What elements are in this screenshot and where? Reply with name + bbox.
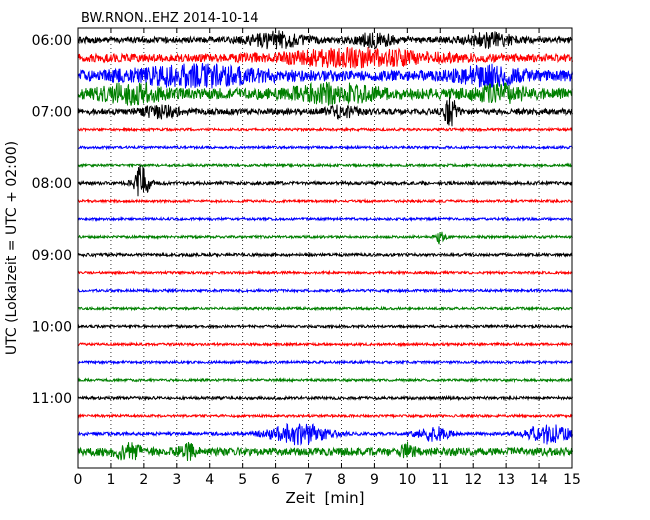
trace-7	[77, 162, 573, 169]
plot-frame	[77, 27, 573, 469]
x-tick-label-12: 12	[464, 472, 482, 488]
trace-2	[77, 62, 573, 89]
trace-10	[77, 215, 573, 222]
x-tick-label-8: 8	[337, 472, 346, 488]
x-tick-label-15: 15	[563, 472, 581, 488]
trace-20	[77, 394, 573, 402]
x-tick-label-1: 1	[106, 472, 115, 488]
y-tick-label-3: 09:00	[32, 248, 72, 264]
trace-3	[77, 81, 573, 106]
y-tick-label-0: 06:00	[32, 33, 72, 49]
x-tick-label-13: 13	[497, 472, 515, 488]
trace-19	[77, 376, 573, 384]
trace-4	[77, 97, 573, 127]
x-tick-label-10: 10	[398, 472, 416, 488]
x-tick-labels: 0 1 2 3 4 5 6 7 8 9 10 11 12 13 14 15	[74, 472, 581, 488]
trace-22	[77, 422, 573, 446]
x-tick-label-14: 14	[530, 472, 548, 488]
x-tick-label-9: 9	[370, 472, 379, 488]
trace-21	[77, 412, 573, 420]
trace-0	[77, 30, 573, 50]
trace-16	[77, 323, 573, 330]
y-tick-label-4: 10:00	[32, 319, 72, 335]
x-axis-label: Zeit [min]	[285, 489, 364, 507]
y-axis-label: UTC (Lokalzeit = UTC + 02:00)	[4, 141, 20, 355]
y-tick-labels: 06:00 07:00 08:00 09:00 10:00 11:00	[32, 33, 72, 407]
y-tick-label-2: 08:00	[32, 176, 72, 192]
axis-ticks	[77, 28, 573, 468]
vertical-grid	[110, 28, 540, 468]
trace-1	[77, 46, 573, 69]
trace-14	[77, 287, 573, 294]
trace-5	[77, 126, 573, 133]
trace-6	[78, 144, 573, 151]
x-tick-label-6: 6	[271, 472, 280, 488]
y-tick-label-1: 07:00	[32, 105, 72, 121]
trace-17	[77, 341, 573, 348]
x-tick-label-3: 3	[172, 472, 181, 488]
trace-12	[77, 251, 573, 259]
x-tick-label-2: 2	[139, 472, 148, 488]
chart-title: BW.RNON..EHZ 2014-10-14	[81, 11, 259, 26]
y-tick-label-5: 11:00	[32, 391, 72, 407]
trace-8	[77, 164, 573, 197]
trace-9	[77, 197, 573, 205]
x-tick-label-5: 5	[238, 472, 247, 488]
trace-11	[77, 231, 573, 245]
trace-18	[77, 359, 573, 366]
x-tick-label-4: 4	[205, 472, 214, 488]
trace-23	[77, 441, 573, 462]
seismic-traces	[77, 30, 573, 462]
trace-13	[77, 269, 573, 276]
x-tick-label-7: 7	[304, 472, 313, 488]
x-tick-label-0: 0	[74, 472, 83, 488]
trace-15	[77, 305, 573, 312]
x-tick-label-11: 11	[431, 472, 449, 488]
